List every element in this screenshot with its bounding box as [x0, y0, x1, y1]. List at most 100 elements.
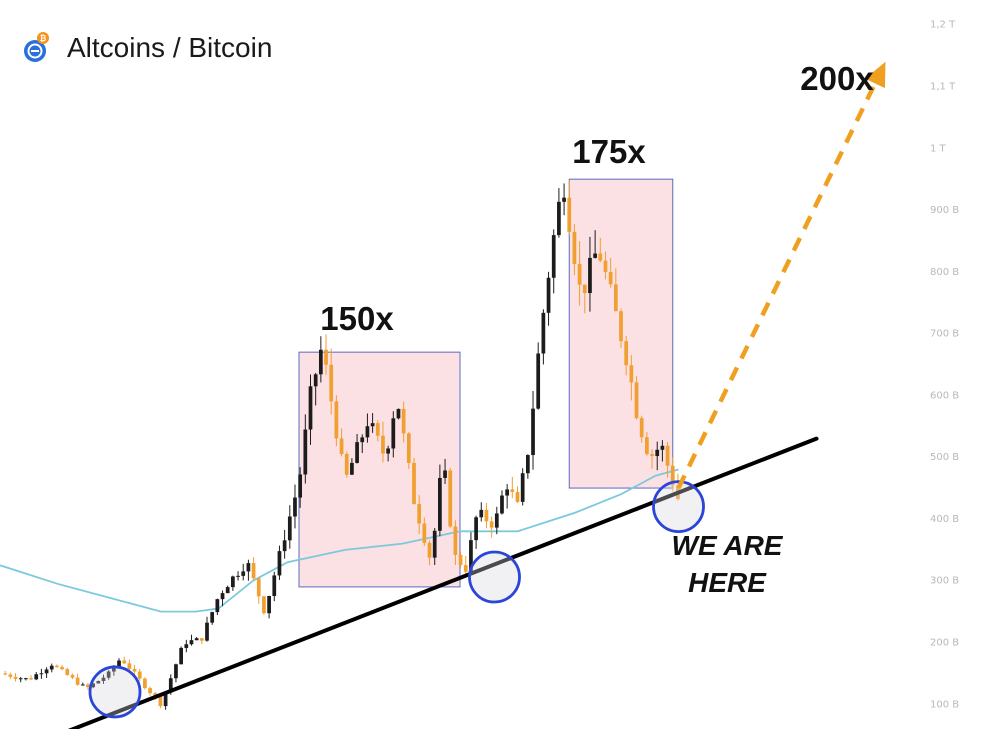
candle-body	[427, 542, 432, 558]
candle	[562, 183, 566, 216]
candle	[381, 421, 385, 463]
candle-body	[489, 521, 494, 528]
candle-body	[127, 663, 132, 670]
candle	[293, 484, 297, 529]
candle-body	[350, 462, 354, 475]
candle-body	[251, 563, 256, 579]
we-are-label: WE ARE	[672, 530, 784, 561]
candle	[96, 680, 101, 684]
y-tick-label: 600 B	[930, 390, 959, 401]
candle-body	[179, 647, 183, 665]
projection-group	[676, 61, 886, 490]
candle	[256, 577, 261, 604]
candle	[60, 664, 64, 671]
candle	[303, 414, 308, 484]
candle-body	[70, 675, 75, 678]
candle-body	[645, 437, 649, 455]
candle-body	[355, 442, 359, 463]
candle-body	[246, 563, 251, 572]
candle-body	[479, 509, 484, 518]
y-tick-label: 200 B	[930, 638, 959, 649]
candle-body	[132, 669, 137, 672]
candle-body	[551, 235, 556, 278]
svg-text:₿: ₿	[40, 34, 47, 43]
candle	[401, 401, 406, 443]
candle-body	[567, 197, 572, 232]
candle-body	[308, 386, 313, 430]
candle	[489, 516, 494, 538]
candle	[70, 673, 75, 680]
candle-body	[29, 678, 33, 680]
here-label: HERE	[688, 567, 767, 598]
candle-body	[184, 644, 189, 648]
candle	[199, 638, 204, 645]
candle	[210, 611, 215, 625]
candle-body	[18, 678, 23, 680]
candle	[484, 503, 489, 529]
candle	[277, 545, 282, 580]
candle	[572, 224, 577, 276]
candle-body	[174, 664, 178, 679]
candle-body	[267, 596, 271, 614]
candle	[24, 677, 28, 681]
candle	[391, 411, 396, 458]
touch-circle-1	[88, 665, 142, 719]
candle	[520, 468, 525, 506]
candle	[13, 672, 18, 682]
candle-body	[453, 526, 458, 555]
candle	[44, 667, 49, 679]
candle-body	[225, 587, 230, 594]
candle-body	[417, 504, 422, 524]
candle-body	[96, 680, 101, 684]
candle	[272, 571, 277, 602]
candle-body	[474, 517, 478, 541]
candle	[370, 413, 375, 433]
candle	[148, 686, 152, 696]
candle-body	[34, 674, 39, 680]
candle-body	[143, 678, 147, 689]
candle-body	[106, 671, 111, 678]
candle	[422, 517, 427, 547]
candle	[75, 673, 80, 686]
bitcoin-logo-icon: ₿	[24, 32, 49, 62]
candle-body	[608, 272, 613, 285]
candle	[603, 251, 608, 280]
candle	[639, 415, 644, 443]
projection-arrow-line	[676, 82, 878, 490]
candle-body	[536, 353, 541, 409]
candle-body	[153, 693, 158, 697]
candle	[510, 476, 515, 499]
candle	[546, 271, 551, 326]
candle	[613, 268, 618, 312]
candle	[355, 434, 359, 464]
candle	[8, 672, 13, 680]
candle	[531, 391, 535, 470]
candle	[541, 309, 546, 365]
candle-body	[303, 429, 308, 475]
candle-body	[117, 660, 121, 668]
y-tick-label: 900 B	[930, 205, 959, 216]
candle-body	[629, 365, 634, 383]
candle-body	[665, 445, 670, 466]
candle-body	[422, 523, 427, 543]
candle	[267, 595, 271, 619]
candle-body	[624, 341, 629, 366]
annotation-200x: 200x	[800, 60, 874, 97]
candle	[593, 230, 597, 259]
candle	[650, 449, 654, 469]
candle	[220, 590, 225, 607]
candle-body	[111, 667, 116, 672]
candle-body	[86, 684, 90, 688]
candle	[122, 656, 127, 664]
candle	[80, 682, 85, 686]
candle	[143, 677, 147, 690]
candle-body	[194, 638, 199, 641]
candle	[231, 575, 235, 591]
candle-body	[531, 408, 535, 456]
candle	[386, 445, 390, 462]
candle-body	[360, 437, 365, 443]
candle-body	[598, 253, 603, 261]
candle	[282, 529, 287, 559]
candle-body	[256, 578, 261, 597]
